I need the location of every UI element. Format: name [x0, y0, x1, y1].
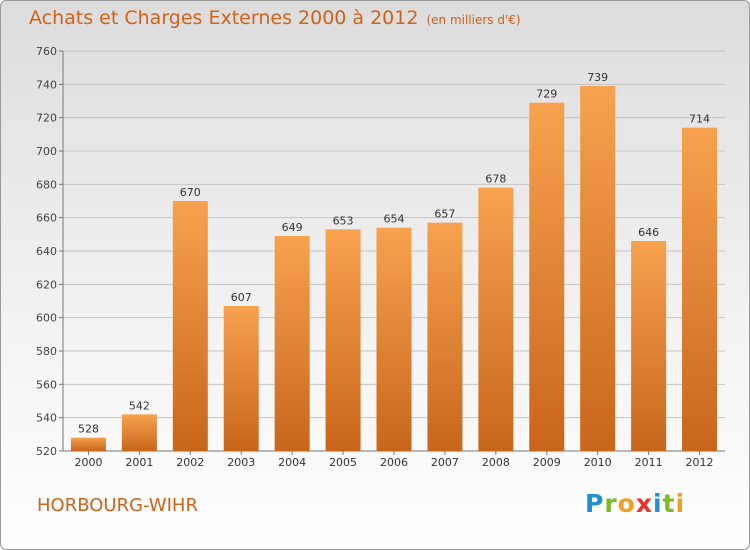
x-tick-label: 2002 — [176, 456, 204, 469]
y-tick-label: 700 — [36, 145, 57, 158]
bar-value-label: 607 — [231, 291, 252, 304]
bar — [682, 127, 718, 452]
bar — [121, 414, 157, 451]
y-tick-label: 660 — [36, 212, 57, 225]
y-tick-label: 580 — [36, 345, 57, 358]
logo-letter: P — [585, 489, 605, 518]
bar-value-label: 649 — [282, 221, 303, 234]
x-tick-label: 2007 — [431, 456, 459, 469]
bar — [376, 227, 412, 451]
x-tick-label: 2004 — [278, 456, 306, 469]
bar-value-label: 729 — [536, 88, 557, 101]
x-tick-label: 2010 — [584, 456, 612, 469]
y-tick-label: 680 — [36, 178, 57, 191]
bar-value-label: 678 — [485, 173, 506, 186]
logo-letter: o — [617, 489, 636, 518]
bar-value-label: 739 — [587, 71, 608, 84]
x-tick-label: 2012 — [686, 456, 714, 469]
bar — [631, 241, 667, 451]
bar-value-label: 528 — [78, 423, 99, 436]
x-tick-label: 2011 — [635, 456, 663, 469]
y-tick-label: 540 — [36, 412, 57, 425]
y-tick-label: 600 — [36, 312, 57, 325]
y-tick-label: 620 — [36, 278, 57, 291]
proxiti-logo: Proxiti — [585, 489, 685, 518]
y-tick-label: 560 — [36, 378, 57, 391]
bars — [70, 86, 718, 452]
y-tick-label: 740 — [36, 78, 57, 91]
bar — [223, 306, 259, 451]
bar-value-label: 646 — [638, 226, 659, 239]
logo-letter: x — [635, 489, 653, 518]
bar-value-label: 542 — [129, 399, 150, 412]
bar — [172, 201, 208, 451]
bar-value-label: 714 — [689, 113, 710, 126]
logo-letter: i — [653, 489, 663, 518]
y-tick-label: 720 — [36, 112, 57, 125]
y-tick-label: 520 — [36, 445, 57, 458]
x-tick-label: 2009 — [533, 456, 561, 469]
bar — [529, 102, 565, 452]
x-tick-label: 2003 — [227, 456, 255, 469]
logo-letter: t — [662, 489, 676, 518]
bar — [325, 229, 361, 451]
chart-title-main: Achats et Charges Externes 2000 à 2012 — [29, 7, 419, 29]
city-name: HORBOURG-WIHR — [37, 495, 198, 516]
x-tick-label: 2008 — [482, 456, 510, 469]
chart-unit: (en milliers d'€) — [426, 13, 521, 27]
bar-value-label: 657 — [434, 208, 455, 221]
chart-title: Achats et Charges Externes 2000 à 2012 (e… — [29, 7, 521, 29]
labels: 520 540 560 580 600 620 640 660 680 700 720 740 760 5… — [36, 45, 714, 469]
bar-value-label: 670 — [180, 186, 201, 199]
x-tick-label: 2005 — [329, 456, 357, 469]
logo-letter: r — [604, 489, 618, 518]
x-tick-label: 2001 — [125, 456, 153, 469]
bar-value-label: 654 — [384, 213, 405, 226]
logo-letter: i — [675, 489, 686, 518]
y-tick-label: 760 — [36, 45, 57, 58]
y-tick-label: 640 — [36, 245, 57, 258]
x-tick-label: 2006 — [380, 456, 408, 469]
bar — [427, 222, 463, 451]
bar — [70, 437, 106, 451]
bar-value-label: 653 — [333, 214, 354, 227]
bar — [274, 236, 310, 451]
x-tick-label: 2000 — [74, 456, 102, 469]
bar — [580, 86, 616, 451]
bar — [478, 187, 514, 451]
